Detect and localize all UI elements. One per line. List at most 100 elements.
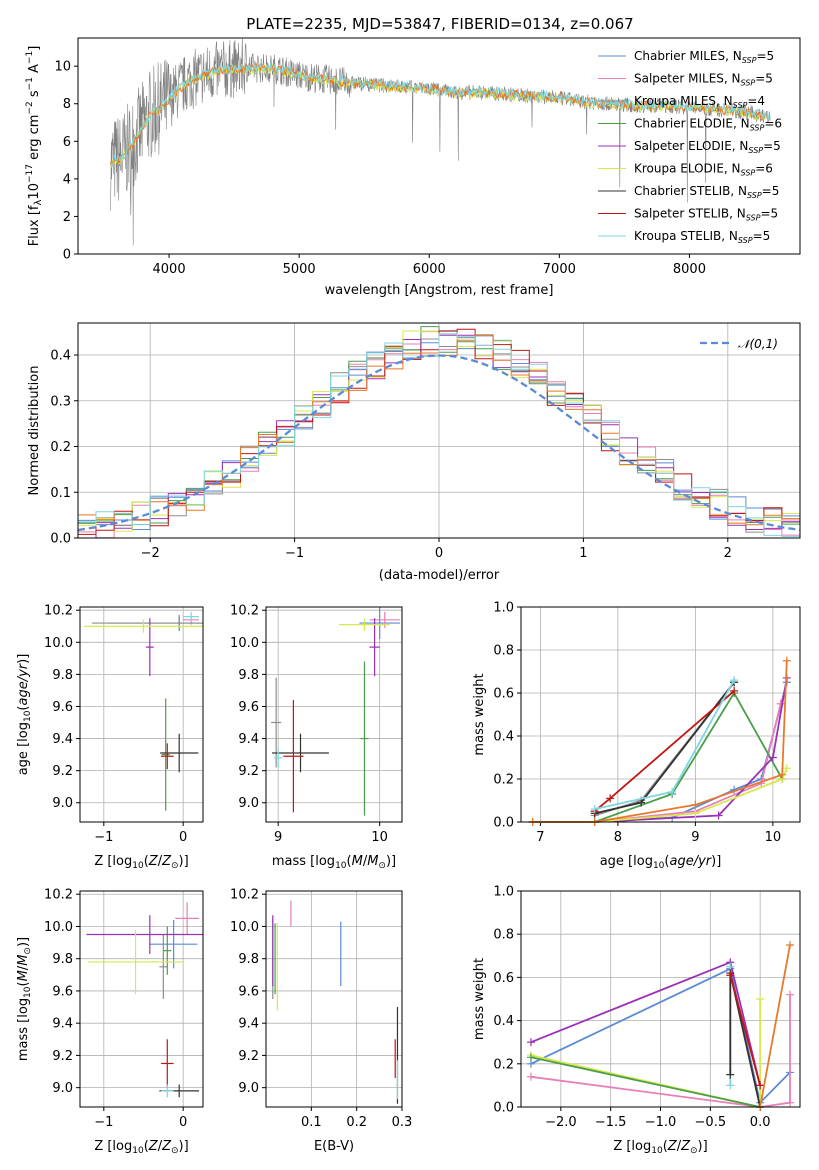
x-axis-label: wavelength [Angstrom, rest frame] [325,283,554,298]
y-tick-label: 9.4 [238,1017,259,1032]
y-tick-label: 9.2 [238,1049,259,1064]
y-tick-label: 9.4 [238,732,259,747]
x-tick-label: 5000 [283,262,316,277]
data-point [786,1098,795,1107]
axes-frame [77,322,801,539]
y-tick-label: 0.2 [493,773,514,788]
figure-title: PLATE=2235, MJD=53847, FIBERID=0134, z=0… [246,15,633,33]
axes-frame [79,890,204,1108]
y-tick-label: 10 [54,60,71,75]
x-tick-label: 7000 [543,262,576,277]
x-axis-label: Z [log10(Z/Z⊙)] [94,854,188,871]
y-tick-label: 0.4 [493,730,514,745]
legend-entry: Salpeter ELODIE, NSSP=5 [634,139,781,155]
data-point [782,656,791,665]
y-tick-label: 9.8 [238,668,259,683]
x-tick-label: 0.0 [750,1115,771,1130]
model-spectrum [110,62,770,169]
y-tick-label: 0 [63,248,71,263]
data-point [730,686,739,695]
x-axis-label: age [log10(age/yr)] [600,854,722,871]
x-tick-label: 0.2 [346,1115,367,1130]
y-tick-label: 10.2 [230,604,259,619]
x-tick-label: 1 [579,546,587,561]
y-tick-label: 9.2 [52,1049,73,1064]
series-line [530,1056,761,1108]
data-point [726,971,735,980]
x-axis-label: Z [log10(Z/Z⊙)] [613,1139,707,1156]
y-tick-label: 9.8 [52,952,73,967]
x-tick-label: −1.5 [595,1115,627,1130]
x-tick-label: 10 [765,830,782,845]
axes-frame [265,606,403,823]
y-axis-label: Normed distribution [27,366,42,496]
axes-frame [520,606,801,823]
y-tick-label: 4 [63,172,71,187]
y-axis-label: mass weight [472,673,487,755]
series-line [530,999,761,1109]
axes-frame [79,606,204,823]
data-point [756,1081,765,1090]
x-tick-label: 0 [179,1115,187,1130]
y-tick-label: 9.0 [52,796,73,811]
x-tick-label: 0 [435,546,443,561]
data-point [756,995,765,1003]
data-point [714,811,723,820]
y-tick-label: 0.0 [493,816,514,831]
legend-entry: Chabrier ELODIE, NSSP=6 [634,117,782,133]
x-tick-label: −2 [141,546,160,561]
y-tick-label: 9.0 [238,796,259,811]
x-tick-label: 7 [536,830,544,845]
x-tick-label: 9 [274,830,282,845]
x-tick-label: 0.1 [301,1115,322,1130]
series-line [530,961,761,1086]
axes-frame [265,890,403,1108]
y-tick-label: 9.0 [52,1081,73,1096]
data-point [691,809,700,818]
data-point [786,990,795,999]
y-tick-label: 10.2 [44,604,73,619]
y-tick-label: 0.2 [493,1057,514,1072]
y-tick-label: 1.0 [493,885,514,900]
y-tick-label: 9.8 [52,668,73,683]
x-tick-label: 8000 [673,262,706,277]
y-tick-label: 9.2 [52,764,73,779]
age-vs-Z-panel: −1 0 9.0 9.2 9.4 9.6 9.8 10.0 10.2 Z [log10(Z/Z⊙)… [16,604,204,871]
y-tick-label: 10.0 [230,920,259,935]
data-point [526,1053,535,1062]
y-tick-label: 0.1 [50,486,71,501]
y-tick-label: 0.6 [493,971,514,986]
y-tick-label: 0.3 [50,394,71,409]
y-tick-label: 0.2 [50,440,71,455]
y-tick-label: 2 [63,210,71,225]
y-tick-label: 0.8 [493,644,514,659]
y-tick-label: 0.4 [50,349,71,364]
legend-entry: Salpeter MILES, NSSP=5 [634,72,773,88]
series-line [532,703,782,823]
series-line [532,677,788,823]
series-line [530,994,791,1108]
series-line [594,691,783,823]
y-tick-label: 9.8 [238,952,259,967]
y-tick-label: 0.4 [493,1014,514,1029]
data-point [768,753,777,762]
y-tick-label: 6 [63,135,71,150]
data-point [730,676,739,685]
legend-entry: Kroupa MILES, NSSP=4 [634,94,765,110]
data-point [776,699,785,708]
legend-entry: Chabrier STELIB, NSSP=5 [634,184,779,200]
data-point [726,1081,735,1090]
y-tick-label: 10.0 [44,636,73,651]
x-axis-label: mass [log10(M/M⊙)] [272,854,396,871]
x-tick-label: 0.3 [392,1115,413,1130]
y-tick-label: 9.6 [52,700,73,715]
residual-histogram [78,333,800,537]
y-tick-label: 9.6 [238,984,259,999]
data-point [778,770,787,779]
data-point [691,800,700,809]
y-tick-label: 10.2 [44,888,73,903]
x-tick-label: −1 [94,830,113,845]
y-tick-label: 9.6 [238,700,259,715]
y-tick-label: 10.0 [44,920,73,935]
